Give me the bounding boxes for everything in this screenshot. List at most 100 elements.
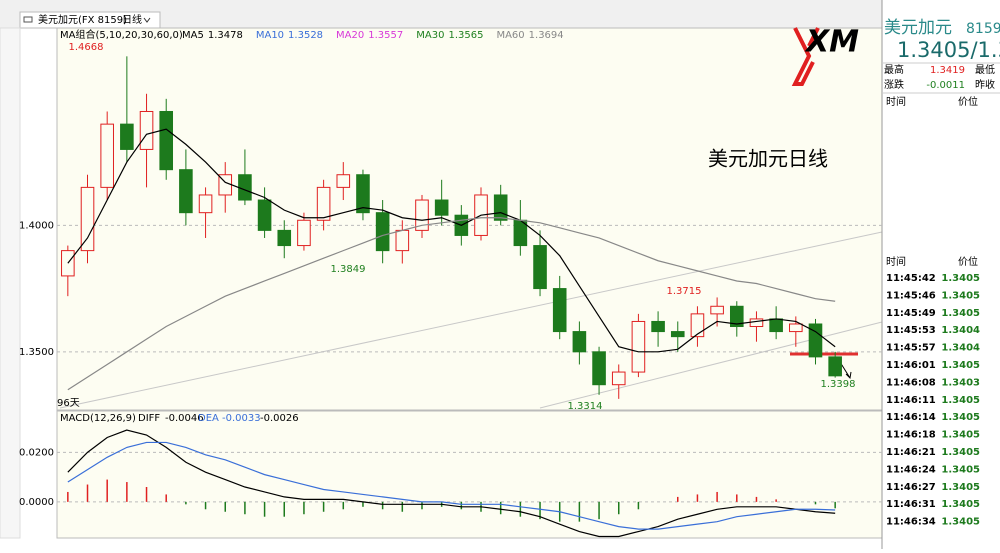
tab-title[interactable]: 美元加元(FX 8159) — [38, 13, 127, 26]
candle-body — [729, 305, 744, 328]
logo-text: XM — [804, 25, 859, 60]
tick-time: 11:45:46 — [886, 290, 936, 301]
macd-pane — [56, 410, 883, 539]
label: 涨跌 — [884, 78, 904, 91]
candle-body — [592, 351, 606, 386]
y-tick-label: 1.3500 — [19, 347, 54, 358]
quote-code: 8159 — [966, 21, 1000, 37]
y-tick-label: 1.4000 — [19, 220, 54, 231]
tick-time: 11:46:24 — [886, 464, 936, 475]
legend-entry: MA60 — [496, 30, 524, 41]
y-tick-label: 0.0200 — [19, 447, 54, 458]
change-value: -0.0011 — [926, 80, 965, 91]
indicator-line — [67, 441, 836, 530]
tick-price: 1.3405 — [941, 430, 980, 441]
high-value: 1.3419 — [930, 65, 965, 76]
channel-lines — [59, 231, 883, 409]
label: 昨收 — [975, 78, 995, 91]
indicator-line — [67, 429, 836, 538]
candle-body — [356, 174, 370, 214]
label: 最高 — [884, 63, 904, 76]
annotation: 1.3715 — [667, 286, 702, 297]
candle-body — [749, 318, 764, 328]
legend-value: 1.3565 — [448, 30, 483, 41]
candle-body — [828, 356, 842, 377]
legend-value: 1.3528 — [288, 30, 323, 41]
candle-body — [651, 320, 665, 333]
y-tick-label: 0.0000 — [19, 497, 54, 508]
candle-body — [120, 123, 134, 150]
candle-body — [316, 186, 331, 221]
tick-price: 1.3405 — [941, 464, 980, 475]
side-toolbar — [0, 27, 21, 539]
tick-price: 1.3403 — [941, 377, 980, 388]
macd-value: -0.0026 — [260, 413, 299, 424]
candle-body — [533, 245, 547, 290]
legend-entry: MA5 — [182, 30, 204, 41]
candle-body — [631, 320, 646, 373]
candle-body — [297, 219, 311, 247]
annotation: 1.3398 — [821, 379, 856, 390]
tick-price: 1.3405 — [941, 395, 980, 406]
annotation: 1.3849 — [331, 264, 366, 275]
tick-time: 11:46:27 — [886, 482, 936, 493]
candle-body — [159, 110, 174, 171]
annotation: 1.4668 — [69, 42, 104, 53]
candle-body — [690, 313, 705, 338]
dea-label: DEA — [198, 413, 219, 424]
tab-icon — [23, 16, 33, 23]
legend-value: 1.3478 — [208, 30, 243, 41]
candle-body — [179, 169, 193, 214]
candle-body — [415, 199, 429, 231]
candle-body — [434, 199, 449, 216]
candle-body — [336, 174, 351, 188]
quote-price: 1.3405/1.3 — [897, 38, 1000, 62]
tick-time: 11:46:14 — [886, 412, 936, 423]
candle-body — [238, 174, 252, 201]
tick-price: 1.3405 — [941, 273, 980, 284]
candle-body — [552, 288, 567, 333]
candle-body — [808, 323, 823, 358]
candle-body — [375, 212, 390, 252]
column-header: 时间 — [886, 95, 906, 108]
candle-body — [769, 318, 783, 333]
candle-body — [198, 194, 213, 214]
legend-title: MA组合(5,10,20,30,60,0) — [60, 28, 183, 41]
tick-time: 11:45:42 — [886, 273, 936, 284]
tick-price: 1.3405 — [941, 412, 980, 423]
dea-value: -0.0033 — [222, 413, 261, 424]
tick-price: 1.3405 — [941, 517, 980, 528]
tick-price: 1.3405 — [941, 447, 980, 458]
tick-price: 1.3405 — [941, 290, 980, 301]
candle-body — [493, 194, 508, 221]
diff-value: -0.0046 — [165, 413, 204, 424]
tick-time: 11:45:49 — [886, 308, 936, 319]
tick-time: 11:46:21 — [886, 447, 936, 458]
tick-time: 11:45:53 — [886, 325, 936, 336]
candle-body — [139, 110, 154, 150]
tick-time: 11:46:11 — [886, 395, 936, 406]
legend-entry: MA10 — [256, 30, 284, 41]
channel-line — [59, 231, 883, 409]
annotation: 1.3314 — [568, 401, 603, 412]
tick-time: 11:46:34 — [886, 517, 936, 528]
period-select[interactable]: 日线 — [122, 13, 142, 26]
legend-entry: MA30 — [416, 30, 444, 41]
legend-value: 1.3557 — [368, 30, 403, 41]
candle-body — [710, 305, 724, 315]
channel-line — [539, 321, 883, 409]
column-header: 价位 — [958, 255, 978, 268]
tick-time: 11:46:01 — [886, 360, 936, 371]
dropdown-icon[interactable] — [143, 17, 151, 23]
candle-body — [395, 229, 410, 252]
candle-body — [611, 371, 626, 386]
tick-price: 1.3404 — [941, 343, 980, 354]
label: 最低 — [975, 63, 995, 76]
candle-body — [572, 331, 587, 353]
candle-body — [277, 229, 292, 247]
column-header: 时间 — [886, 255, 906, 268]
macd-title: MACD(12,26,9) — [60, 413, 136, 424]
tick-price: 1.3404 — [941, 325, 980, 336]
